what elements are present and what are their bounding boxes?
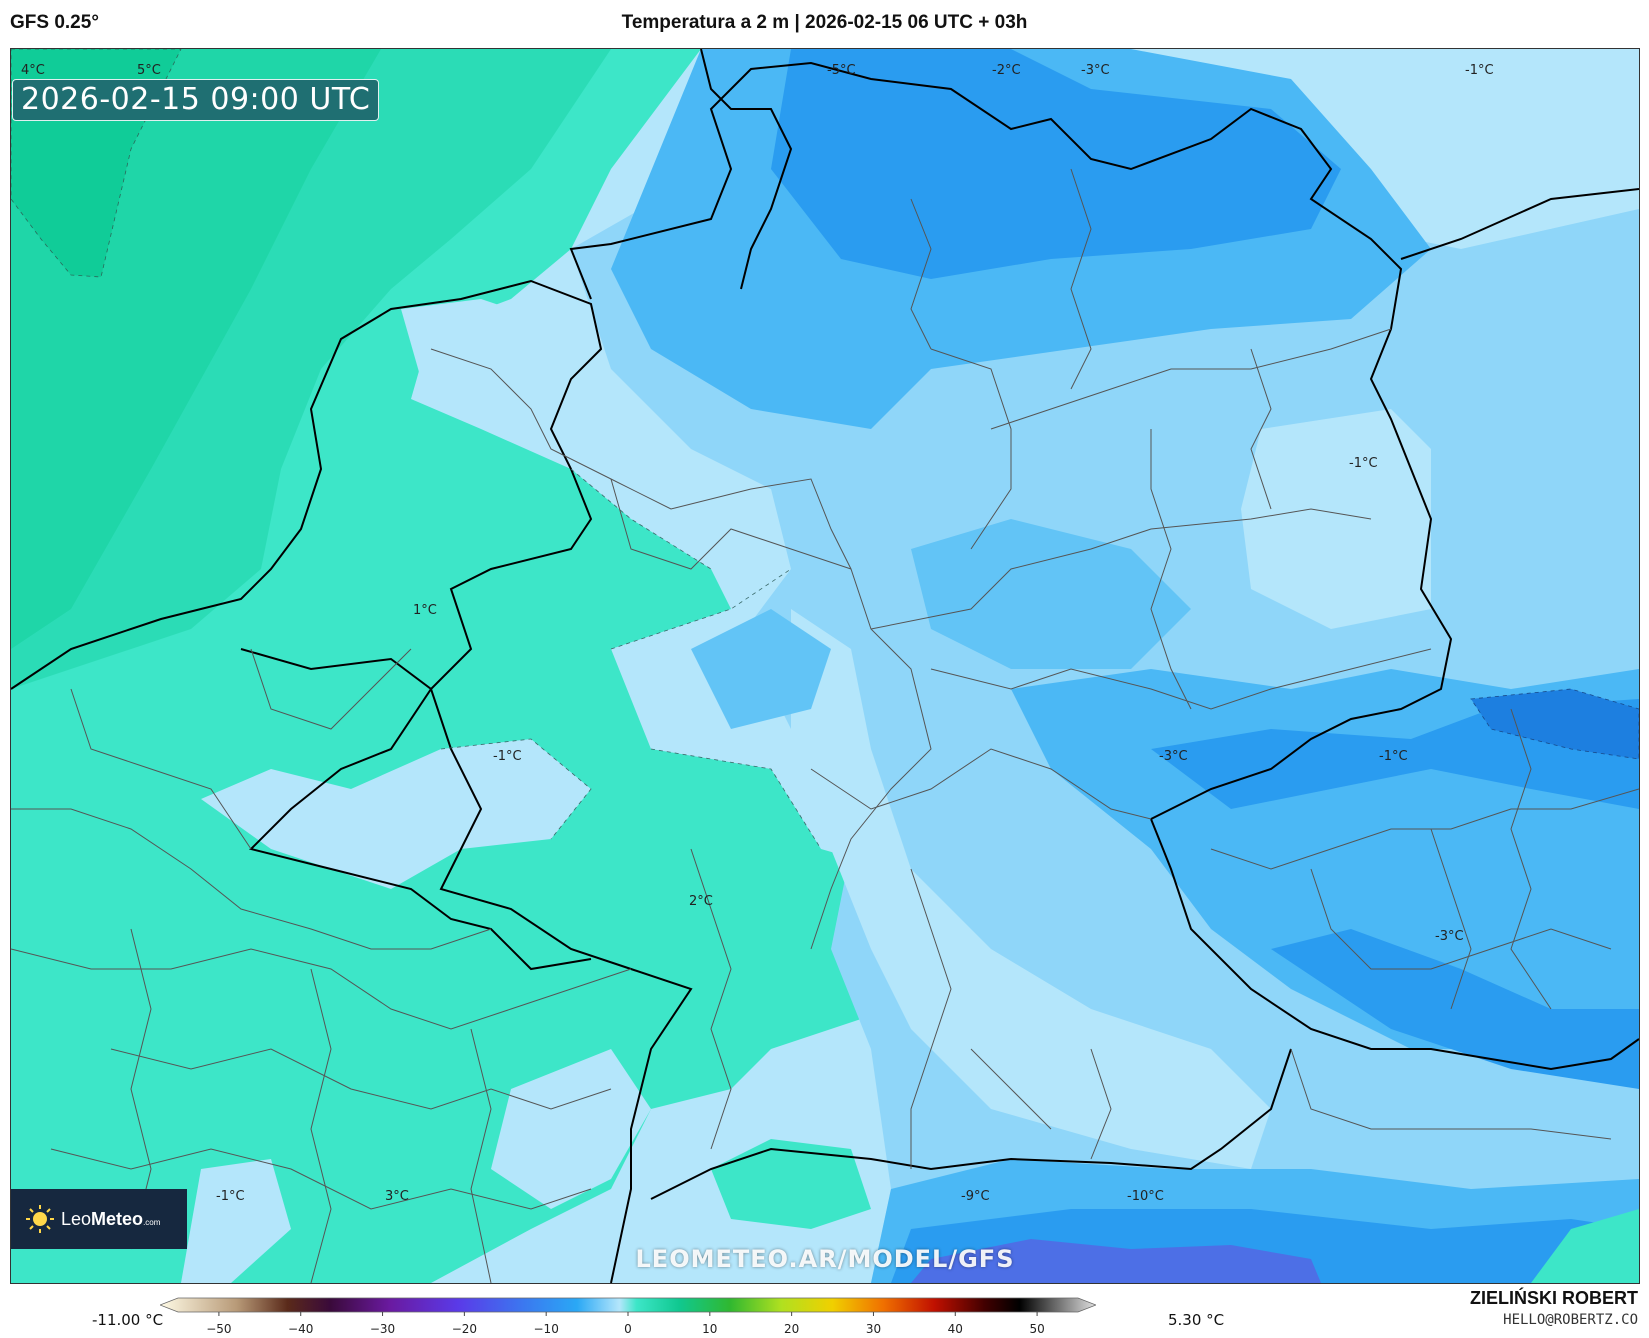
coldest-zone-southeast — [1271, 929, 1639, 1089]
temperature-label: 5°C — [137, 63, 161, 78]
colorbar-min-label: -11.00 °C — [92, 1311, 164, 1329]
sun-icon — [26, 1205, 54, 1233]
cold-pocket-benelux — [401, 299, 591, 439]
temperature-label: -2°C — [992, 63, 1021, 78]
temperature-label: -3°C — [1081, 63, 1110, 78]
temperature-label: -3°C — [1159, 749, 1188, 764]
cold-pocket-southwest — [181, 1159, 291, 1283]
colorbar-tick-label: 20 — [783, 1322, 800, 1336]
colorbar-tick-label: 50 — [1029, 1322, 1045, 1336]
temperature-label: -5°C — [827, 63, 856, 78]
colorbar-tickmarks — [218, 1312, 1038, 1316]
temperature-label: -1°C — [216, 1189, 245, 1204]
temperature-label: 1°C — [413, 603, 437, 618]
leometeo-logo[interactable]: LeoMeteo.com — [11, 1189, 187, 1249]
cold-zone-center — [911, 519, 1191, 669]
site-watermark: LEOMETEO.AR/MODEL/GFS — [635, 1245, 1015, 1273]
logo-wordmark: LeoMeteo.com — [61, 1209, 160, 1230]
temperature-label: -10°C — [1127, 1189, 1164, 1204]
colorbar-tick-label: −40 — [288, 1322, 314, 1336]
colorbar-tick-label: 40 — [947, 1322, 963, 1336]
warm-tongue-alps — [711, 1139, 871, 1229]
temperature-map[interactable]: 2026-02-15 09:00 UTC 4°C 5°C -5°C -2°C -… — [10, 48, 1640, 1284]
temperature-label: -1°C — [1379, 749, 1408, 764]
colorbar-tick-label: 10 — [702, 1322, 718, 1336]
coldest-zone-coast — [771, 49, 1341, 279]
region-borders — [11, 168, 1639, 1283]
pale-zone-northeast — [1391, 49, 1639, 229]
colorbar-gradient — [160, 1297, 1096, 1313]
temperature-label: -9°C — [961, 1189, 990, 1204]
cold-pocket-belgium — [201, 739, 591, 889]
colorbar-tick-label: −30 — [369, 1322, 396, 1336]
temperature-label: -1°C — [493, 749, 522, 764]
logo-suffix: .com — [143, 1217, 161, 1227]
colorbar-tick-label: −10 — [533, 1322, 559, 1336]
author-name: ZIELIŃSKI ROBERT — [1469, 1288, 1638, 1308]
temperature-label: 4°C — [21, 63, 45, 78]
colorbar — [160, 1297, 1096, 1316]
temperature-label: -1°C — [1349, 456, 1378, 471]
colorbar-tick-label: 0 — [624, 1322, 632, 1336]
chart-title: Temperatura a 2 m | 2026-02-15 06 UTC + … — [621, 12, 1028, 33]
warm-zone-southeast-corner — [1531, 1209, 1639, 1283]
colorbar-tick-label: −20 — [451, 1322, 478, 1336]
temperature-label: 2°C — [689, 894, 713, 909]
author-email[interactable]: HELLO@ROBERTZ.CO — [1503, 1312, 1638, 1328]
pale-zone-east — [1241, 409, 1431, 629]
pale-corridor-center — [791, 609, 1271, 1169]
map-canvas — [11, 49, 1639, 1283]
logo-name-bold: Meteo — [91, 1208, 144, 1229]
model-name: GFS 0.25° — [10, 12, 99, 33]
isotherm-lines — [440, 468, 822, 850]
logo-name-light: Leo — [61, 1208, 92, 1229]
temperature-label: -3°C — [1435, 929, 1464, 944]
alpine-coldest-zone — [911, 1239, 1321, 1283]
cold-zone-west-inland — [691, 609, 831, 729]
temperature-label: -1°C — [1465, 63, 1494, 78]
valid-time-label: 2026-02-15 09:00 UTC — [12, 79, 380, 121]
colorbar-tick-label: 30 — [865, 1322, 882, 1336]
country-borders — [11, 49, 1639, 1283]
coldest-core-east — [1470, 688, 1639, 760]
temperature-label: 3°C — [385, 1189, 409, 1204]
colorbar-max-label: 5.30 °C — [1168, 1311, 1225, 1329]
colorbar-tick-label: −50 — [206, 1322, 232, 1336]
